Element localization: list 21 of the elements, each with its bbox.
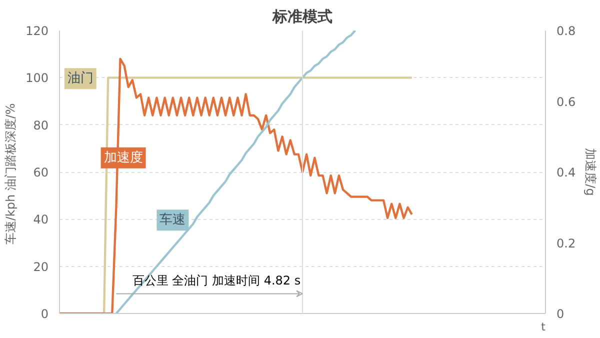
y-axis-title: 车速/kph 油门踏板深度/% (4, 103, 18, 245)
y-tick-label: 80 (33, 118, 49, 132)
y2-tick-label: 0.6 (556, 94, 576, 109)
y2-tick-label: 0.4 (556, 166, 576, 180)
chart-title: 标准模式 (272, 8, 332, 26)
line-series (115, 30, 356, 314)
y-tick-label: 20 (33, 260, 49, 274)
y-tick-label: 60 (33, 166, 49, 180)
y-tick-label: 100 (26, 71, 48, 86)
series-label: 油门 (67, 70, 94, 86)
y2-tick-label: 0.8 (556, 24, 576, 38)
y2-axis-title: 加速度/g (584, 148, 598, 196)
series-label: 加速度 (104, 149, 143, 166)
x-axis-title: t (541, 320, 546, 334)
series-label: 车速 (160, 212, 186, 228)
y-tick-label: 120 (26, 24, 48, 38)
y2-tick-label: 0.2 (556, 236, 576, 250)
y2-tick-label: 0 (556, 307, 564, 321)
y-tick-label: 0 (40, 307, 49, 321)
annotation: 百公里 全油门 加速时间 4.82 s (132, 274, 301, 288)
y-tick-label: 40 (33, 212, 49, 227)
